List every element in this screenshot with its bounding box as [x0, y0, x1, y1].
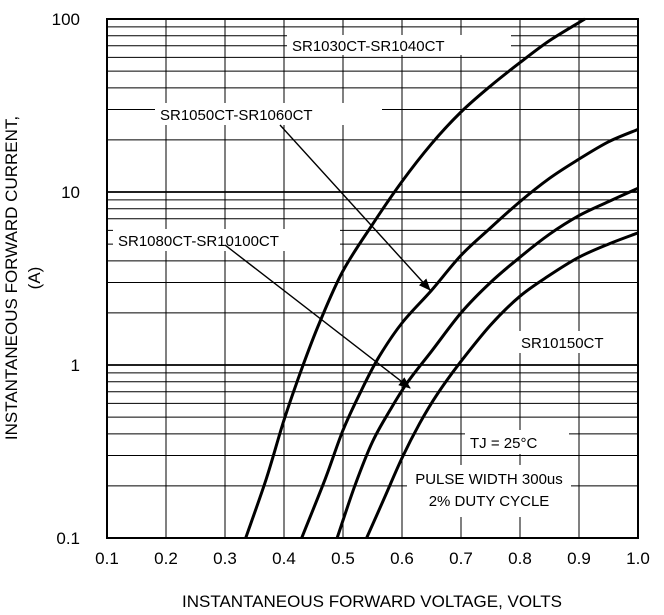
y-tick-label: 10	[61, 183, 80, 202]
series-line-4	[365, 231, 639, 539]
series-line-3	[335, 186, 639, 539]
x-tick-label: 1.0	[626, 549, 650, 568]
y-tick-label: 0.1	[56, 529, 80, 548]
y-axis-label-line1: INSTANTANEOUS FORWARD CURRENT,	[2, 116, 21, 440]
arrows	[224, 124, 431, 389]
x-tick-label: 0.1	[95, 549, 119, 568]
label-sr10150: SR10150CT	[521, 335, 604, 352]
series-line-2	[300, 128, 639, 539]
x-tick-label: 0.3	[213, 549, 237, 568]
label-sr1080: SR1080CT-SR10100CT	[118, 233, 279, 250]
pulse-box	[407, 465, 571, 517]
label-d-box	[516, 331, 628, 353]
label-pulse-width: PULSE WIDTH 300us	[415, 471, 563, 488]
x-tick-label: 0.4	[272, 549, 296, 568]
x-tick-label: 0.7	[449, 549, 473, 568]
arrow-sr1080	[224, 244, 411, 389]
label-a-box	[287, 35, 511, 55]
grid	[106, 18, 639, 539]
label-sr1030: SR1030CT-SR1040CT	[292, 38, 445, 55]
x-tick-label: 0.5	[331, 549, 355, 568]
label-duty-cycle: 2% DUTY CYCLE	[429, 493, 550, 510]
x-tick-label: 0.8	[508, 549, 532, 568]
x-tick-label: 0.2	[154, 549, 178, 568]
arrow-sr1050	[279, 124, 431, 291]
label-sr1050: SR1050CT-SR1060CT	[160, 107, 313, 124]
label-c-box	[113, 229, 340, 251]
y-axis-label-line2: (A)	[25, 267, 44, 290]
tj-box	[465, 430, 569, 454]
y-tick-label: 1	[71, 356, 80, 375]
x-tick-label: 0.6	[390, 549, 414, 568]
curves	[244, 17, 639, 539]
label-tj: TJ = 25°C	[470, 435, 537, 452]
y-tick-labels: 0.1 1 10 100	[52, 10, 80, 548]
x-axis-label: INSTANTANEOUS FORWARD VOLTAGE, VOLTS	[182, 592, 562, 611]
x-tick-label: 0.9	[567, 549, 591, 568]
x-tick-labels: 0.1 0.2 0.3 0.4 0.5 0.6 0.7 0.8 0.9 1.0	[95, 549, 650, 568]
plot-frame	[106, 18, 639, 539]
y-tick-label: 100	[52, 10, 80, 29]
label-b-box	[155, 103, 382, 125]
series-line-1	[244, 17, 586, 539]
